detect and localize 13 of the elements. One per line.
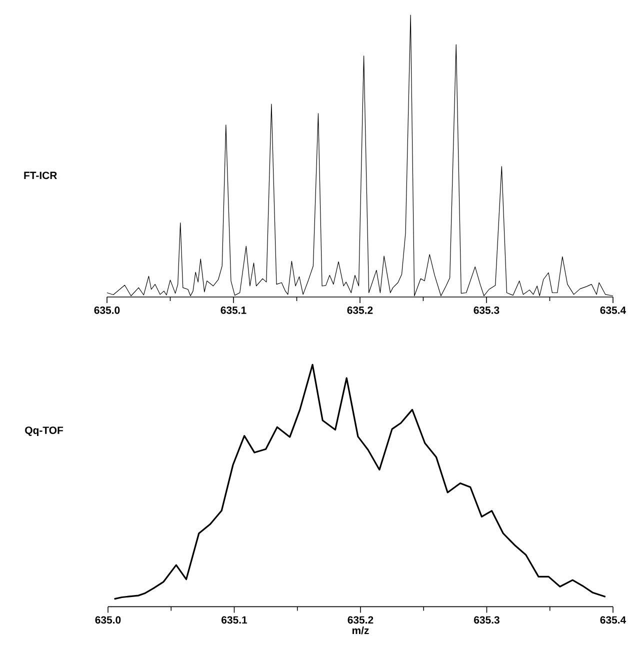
x-axis-title: m/z (352, 626, 369, 634)
x-tick-label: 635.2 (348, 616, 374, 624)
x-tick-label: 635.4 (600, 306, 626, 314)
x-tick-label: 635.1 (222, 616, 248, 624)
x-tick-label: 635.1 (220, 306, 246, 314)
x-tick-label: 635.4 (600, 616, 626, 624)
x-tick-label: 635.3 (474, 616, 500, 624)
x-tick-label: 635.0 (94, 306, 120, 314)
x-tick-label: 635.0 (95, 616, 121, 624)
text: FT-ICR (24, 172, 57, 180)
x-tick-label: 635.2 (347, 306, 373, 314)
x-tick-label: 635.3 (474, 306, 500, 314)
text: Qq-TOF (25, 426, 64, 436)
